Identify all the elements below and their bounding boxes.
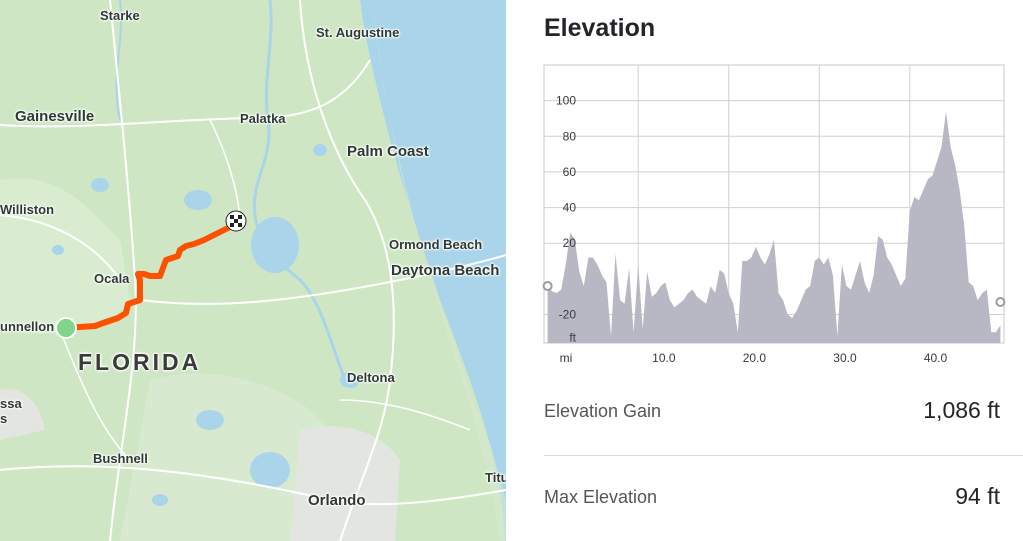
x-tick-label: 40.0 — [924, 351, 948, 365]
start-marker-icon[interactable] — [55, 317, 77, 339]
map-label-deltona: Deltona — [347, 370, 395, 385]
map-road — [339, 399, 471, 431]
elevation-title: Elevation — [544, 14, 656, 42]
map-road — [0, 214, 121, 281]
elevation-chart-svg[interactable]: -20 20 40 60 80 100 10.0 20.0 30.0 40.0 ft mi — [536, 60, 1006, 370]
map-label-palm-coast: Palm Coast — [347, 143, 429, 160]
map-lake — [52, 245, 64, 255]
map-river — [115, 0, 123, 121]
elevation-gain-label: Elevation Gain — [544, 401, 662, 421]
chart-scrub-end-handle[interactable] — [995, 297, 1006, 308]
map-land-patch — [120, 373, 330, 541]
chart-scrub-start-handle[interactable] — [542, 280, 553, 291]
x-tick-label: 20.0 — [743, 351, 767, 365]
map-land-patch — [0, 178, 130, 334]
route-line[interactable] — [63, 218, 239, 331]
map-road — [59, 329, 131, 461]
route-map[interactable]: Starke St. Augustine Gainesville Palatka… — [0, 0, 506, 541]
map-label-lecanto: ssa — [0, 396, 22, 411]
finish-flag-icon[interactable] — [225, 210, 247, 232]
y-tick-label: 100 — [556, 94, 576, 108]
elevation-area — [547, 111, 1001, 343]
elevation-chart[interactable]: -20 20 40 60 80 100 10.0 20.0 30.0 40.0 ft mi — [536, 60, 1006, 370]
x-axis-ticks: 10.0 20.0 30.0 40.0 — [652, 351, 947, 365]
y-tick-label: 20 — [563, 236, 577, 250]
max-elevation-label: Max Elevation — [544, 487, 658, 507]
max-elevation-value: 94 ft — [955, 483, 1000, 509]
map-label-williston: Williston — [0, 202, 55, 217]
x-tick-label: 10.0 — [652, 351, 676, 365]
y-axis-ticks: -20 20 40 60 80 100 — [556, 94, 576, 322]
map-label-starke: Starke — [100, 8, 140, 23]
y-tick-label: -20 — [559, 307, 577, 321]
map-lake — [91, 178, 109, 192]
map-label-ocala: Ocala — [94, 271, 130, 286]
elevation-gain-value: 1,086 ft — [923, 397, 1000, 423]
map-lake — [152, 494, 168, 506]
map-label-daytona-beach: Daytona Beach — [391, 262, 500, 279]
map-road — [299, 0, 395, 541]
map-label-palatka: Palatka — [240, 111, 286, 126]
map-label-ormond-beach: Ormond Beach — [389, 237, 483, 252]
map-ocean — [360, 0, 506, 541]
map-lake — [184, 190, 212, 210]
map-barrier-island — [372, 0, 506, 541]
map-road — [139, 254, 506, 305]
stat-max-elevation: Max Elevation 94 ft — [544, 479, 1000, 519]
elevation-panel: Elevation -20 20 40 60 80 100 10.0 20.0 30.0 40.… — [506, 0, 1023, 541]
map-label-bushnell: Bushnell — [93, 451, 148, 466]
y-tick-label: 80 — [563, 129, 577, 143]
map-label-orlando: Orlando — [308, 492, 366, 509]
map-lake — [251, 217, 299, 273]
map-label-st-augustine: St. Augustine — [316, 25, 400, 40]
map-river — [252, 0, 347, 381]
y-tick-label: 60 — [563, 165, 577, 179]
map-lake — [313, 144, 327, 156]
y-axis-unit-label: ft — [569, 331, 576, 345]
map-lake — [196, 410, 224, 430]
map-label-titusville: Titu — [485, 470, 506, 485]
map-urban-area — [290, 426, 400, 541]
x-axis-unit-label: mi — [560, 351, 573, 365]
map-label-lecanto-2: s — [0, 411, 8, 426]
x-tick-label: 30.0 — [833, 351, 857, 365]
map-lake — [250, 452, 290, 488]
map-label-florida: FLORIDA — [78, 349, 202, 375]
map-road — [0, 465, 506, 506]
stat-elevation-gain: Elevation Gain 1,086 ft — [544, 393, 1000, 433]
map-label-dunnellon: unnellon — [0, 319, 55, 334]
map-label-gainesville: Gainesville — [15, 108, 95, 125]
stat-divider — [544, 455, 1023, 456]
map-canvas[interactable] — [0, 0, 506, 541]
map-road — [0, 59, 371, 128]
map-urban-area — [0, 389, 45, 440]
y-tick-label: 40 — [563, 201, 577, 215]
